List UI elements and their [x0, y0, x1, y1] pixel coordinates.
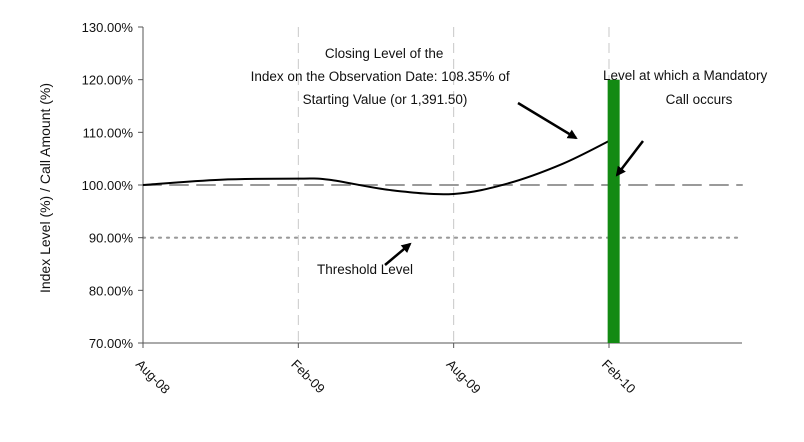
closing-level-annotation-line-1: Closing Level of the	[325, 46, 444, 61]
y-tick-label: 120.00%	[82, 73, 134, 88]
y-tick-label: 100.00%	[82, 178, 134, 193]
reference-lines-layer	[141, 184, 744, 239]
mandatory-call-bar	[607, 79, 620, 344]
closing-level-annotation-line-2: Index on the Observation Date: 108.35% o…	[251, 69, 510, 84]
y-tick-label: 130.00%	[82, 20, 134, 35]
x-tick-label: Aug-08	[133, 357, 173, 397]
bars-layer	[607, 79, 620, 344]
mandatory-call-annotation: Level at which a Mandatory Call occurs	[603, 68, 771, 107]
index-level-line	[142, 140, 610, 196]
y-tick-label: 110.00%	[83, 125, 134, 140]
y-tick-label: 80.00%	[89, 283, 134, 298]
mandatory-call-arrow	[615, 140, 644, 177]
y-tick-label: 70.00%	[89, 336, 134, 351]
x-tick-label: Aug-09	[444, 357, 484, 397]
series-layer	[142, 140, 610, 196]
mandatory-call-annotation-line-1: Level at which a Mandatory	[603, 68, 768, 83]
threshold-level-arrow	[384, 242, 412, 266]
threshold-level-annotation: Threshold Level	[317, 262, 413, 277]
closing-level-annotation: Closing Level of the Index on the Observ…	[251, 46, 514, 107]
closing-level-arrow	[517, 101, 578, 140]
y-tick-label: 90.00%	[89, 231, 134, 246]
x-tick-label: Feb-09	[288, 357, 328, 397]
axes-layer	[138, 26, 742, 348]
closing-level-annotation-line-3: Starting Value (or 1,391.50)	[303, 92, 468, 107]
x-tick-label: Feb-10	[599, 357, 639, 397]
y-axis-label: Index Level (%) / Call Amount (%)	[37, 83, 53, 293]
mandatory-call-annotation-line-2: Call occurs	[666, 92, 733, 107]
